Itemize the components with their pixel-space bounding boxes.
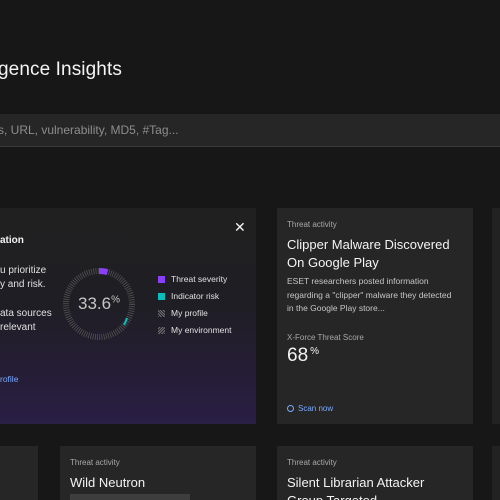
intro-text-line: u prioritize: [0, 265, 47, 276]
gauge-track: [63, 268, 135, 340]
page-title: gence Insights: [0, 59, 122, 80]
search-input[interactable]: [0, 114, 498, 146]
gauge-number: 33.6: [78, 294, 112, 313]
intro-heading: ation: [0, 235, 24, 246]
scan-now-label: Scan now: [298, 404, 334, 413]
legend-label: Threat severity: [171, 274, 228, 284]
score-value: 68: [287, 345, 309, 366]
gauge-indicator-marker: [123, 317, 128, 326]
scan-icon: [287, 405, 294, 412]
gauge-unit: %: [111, 294, 120, 306]
legend-label: My environment: [171, 325, 232, 335]
score-gauge: [63, 267, 135, 340]
threat-card[interactable]: Threat activity Wild Neutron: [60, 446, 256, 500]
threat-card[interactable]: Threat activity Clipper Malware Discover…: [277, 208, 473, 424]
legend-swatch-hatched: [158, 310, 165, 317]
legend-swatch-purple: [158, 276, 165, 283]
threat-score: 68%: [287, 345, 319, 367]
legend-swatch-teal: [158, 293, 165, 300]
threat-card[interactable]: Threat activity Silent Librarian Attacke…: [277, 446, 473, 500]
card-title: Clipper Malware Discovered On Google Pla…: [287, 237, 450, 270]
close-icon[interactable]: ✕: [234, 219, 246, 235]
scan-now-link[interactable]: Scan now: [287, 404, 333, 413]
intro-text-line: y and risk.: [0, 279, 46, 290]
gauge-severity-arc: [98, 267, 109, 276]
card-category: Threat activity: [287, 220, 337, 229]
legend-swatch-hatched: [158, 327, 165, 334]
card-title: Silent Librarian Attacker Group Targeted: [287, 475, 425, 500]
threat-card-partial[interactable]: [492, 208, 500, 424]
card-category: Threat activity: [70, 458, 120, 467]
threat-card-partial[interactable]: [0, 446, 38, 500]
intro-card: ation ✕ u prioritize y and risk. ata sou…: [0, 208, 256, 424]
text-fade: [70, 494, 190, 500]
card-title: Wild Neutron: [70, 475, 146, 490]
legend-label: My profile: [171, 308, 208, 318]
gauge-value: 33.6%: [60, 294, 138, 314]
legend-label: Indicator risk: [171, 291, 220, 301]
threat-card-partial[interactable]: [492, 446, 500, 500]
card-description: ESET researchers posted information rega…: [287, 276, 452, 313]
card-category: Threat activity: [287, 458, 337, 467]
profile-link[interactable]: rofile: [0, 374, 19, 384]
intro-text-line: ata sources: [0, 308, 52, 319]
intro-text-line: relevant: [0, 322, 36, 333]
score-unit: %: [310, 345, 320, 357]
score-label: X-Force Threat Score: [287, 333, 364, 342]
search-bar[interactable]: [0, 114, 500, 147]
